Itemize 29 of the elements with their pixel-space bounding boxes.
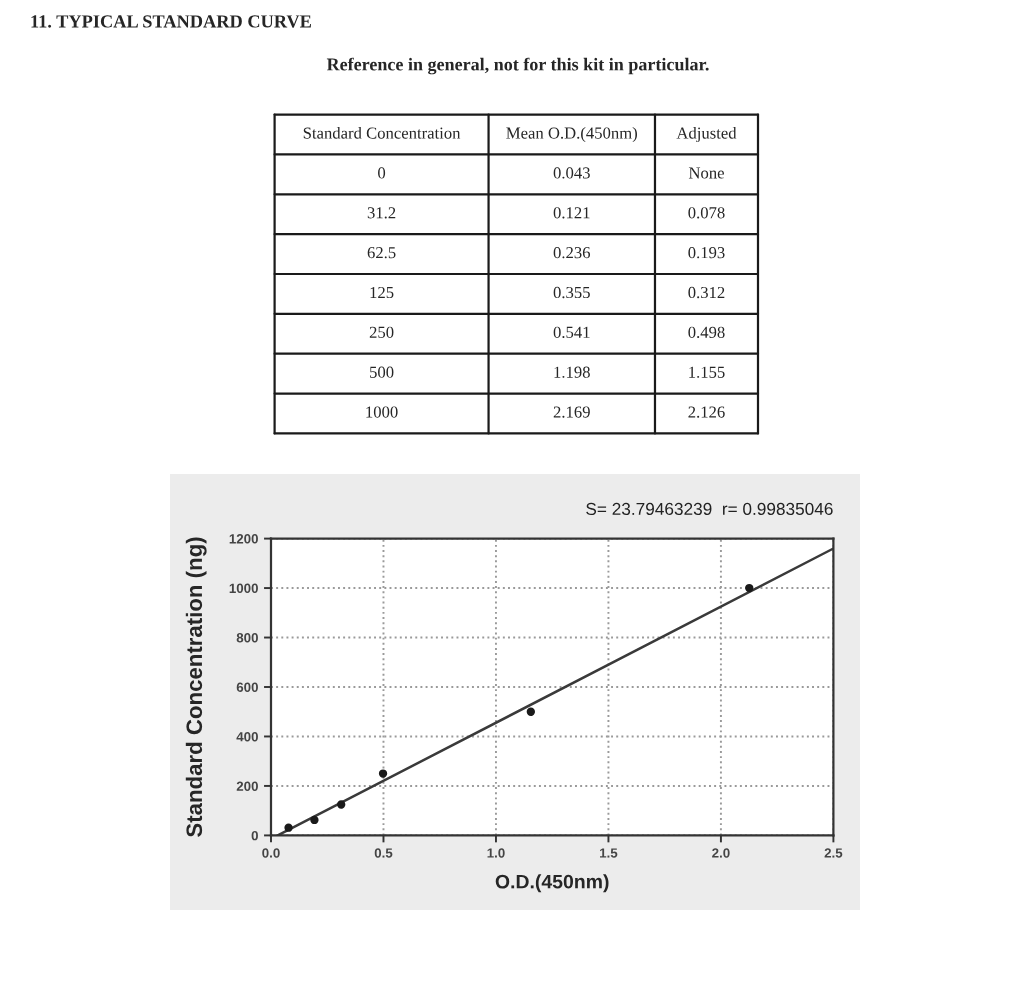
category-label: Mean O.D.(450nm): [506, 126, 637, 143]
text: None: [688, 167, 724, 179]
text: 0.541: [553, 326, 590, 339]
text: 0.193: [688, 247, 725, 259]
text: 0.498: [688, 326, 725, 339]
text: 11. TYPICAL STANDARD CURVE: [31, 15, 311, 28]
text: 31.2: [367, 207, 396, 219]
text: 0.236: [553, 247, 591, 259]
text: 0.121: [553, 207, 590, 219]
x-axis-title: O.D.(450nm): [495, 874, 609, 893]
text: 2.169: [553, 406, 590, 418]
text: 2.126: [688, 406, 725, 418]
text: 500: [370, 366, 394, 378]
text: 62.5: [367, 247, 396, 259]
text: 0.078: [688, 207, 725, 219]
text: 0.312: [688, 286, 725, 299]
y-axis-title: Standard Concentration (ng): [185, 537, 207, 837]
text: 0.355: [553, 286, 590, 299]
text: 125: [370, 286, 394, 299]
category-label: Standard Concentration: [303, 126, 461, 139]
category-label: Adjusted: [676, 126, 737, 143]
text: Reference in general, not for this kit in particular.: [326, 57, 709, 75]
text: 0.043: [553, 167, 590, 179]
text: 250: [369, 326, 394, 338]
text: 0: [378, 167, 386, 179]
text: 1.198: [554, 366, 590, 378]
text: 1000: [366, 406, 398, 418]
text: 1.155: [689, 366, 725, 378]
text: S= 23.79463239 r= 0.99835046: [586, 502, 833, 516]
